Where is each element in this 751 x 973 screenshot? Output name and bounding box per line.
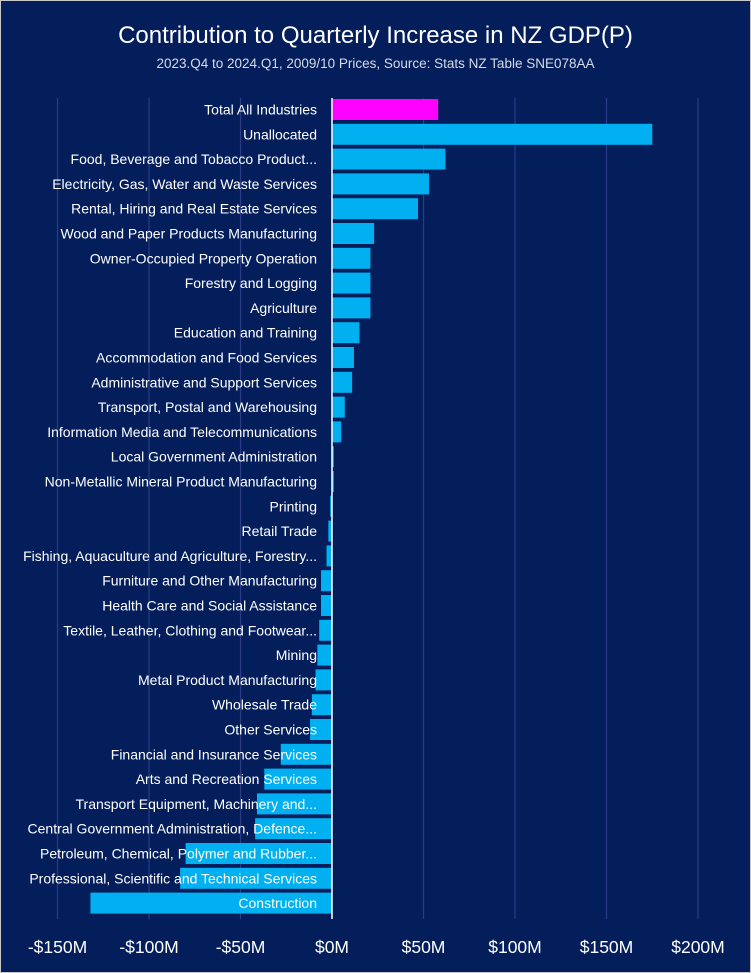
category-label: Agriculture	[250, 300, 317, 316]
category-label: Metal Product Manufacturing	[138, 672, 317, 688]
x-tick-label: $100M	[488, 937, 542, 957]
category-label: Mining	[276, 647, 317, 663]
bar	[255, 818, 332, 840]
bar	[256, 793, 332, 815]
category-label: Financial and Insurance Services	[111, 746, 317, 762]
x-tick-label: -$100M	[119, 937, 178, 957]
x-tick-label: $150M	[580, 937, 634, 957]
bar	[330, 495, 332, 517]
category-label: Transport, Postal and Warehousing	[98, 399, 317, 415]
bar	[332, 396, 345, 418]
bars	[90, 99, 653, 914]
bar	[180, 867, 332, 889]
category-label: Professional, Scientific and Technical S…	[29, 870, 317, 886]
category-label: Total All Industries	[204, 102, 317, 118]
bar	[185, 843, 332, 864]
x-tick-label: $200M	[671, 937, 725, 957]
category-label: Information Media and Telecommunications	[47, 424, 317, 440]
bar	[332, 247, 371, 269]
category-label: Transport Equipment, Machinery and...	[76, 796, 318, 812]
category-label: Owner-Occupied Property Operation	[90, 250, 317, 266]
bar	[280, 743, 332, 765]
x-tick-label: -$50M	[216, 937, 266, 957]
gridlines	[56, 98, 699, 919]
category-label: Fishing, Aquaculture and Agriculture, Fo…	[23, 548, 317, 564]
bar	[321, 570, 332, 592]
x-tick-label: -$150M	[28, 937, 87, 957]
category-label: Food, Beverage and Tobacco Product...	[71, 151, 317, 167]
category-label: Other Services	[224, 722, 317, 738]
category-label: Furniture and Other Manufacturing	[102, 573, 317, 589]
bar	[311, 694, 332, 716]
category-label: Wholesale Trade	[212, 697, 317, 713]
category-labels: Total All Industries Unallocated Food, Bev…	[23, 102, 317, 912]
bar	[332, 347, 354, 368]
category-label: Petroleum, Chemical, Polymer and Rubber.…	[40, 846, 317, 862]
bar	[332, 272, 371, 294]
x-axis: -$150M -$100M -$50M $0M $50M $100M $150M $200M	[28, 98, 725, 957]
category-label: Arts and Recreation Services	[136, 771, 317, 787]
category-label: Rental, Hiring and Real Estate Services	[71, 201, 317, 217]
bar	[310, 719, 332, 740]
chart-subtitle: 2023.Q4 to 2024.Q1, 2009/10 Prices, Sour…	[156, 56, 595, 71]
x-tick-label: $50M	[402, 937, 446, 957]
bar	[332, 297, 371, 319]
bar	[332, 223, 375, 244]
chart-title: Contribution to Quarterly Increase in NZ…	[118, 22, 633, 49]
category-label: Central Government Administration, Defen…	[28, 821, 317, 837]
category-label: Administrative and Support Services	[91, 374, 317, 390]
category-label: Textile, Leather, Clothing and Footwear.…	[63, 622, 317, 638]
category-label: Retail Trade	[242, 523, 318, 539]
bar	[321, 595, 332, 616]
category-label: Construction	[238, 895, 317, 911]
bar	[264, 768, 332, 790]
category-label: Non-Metallic Mineral Product Manufacturi…	[45, 474, 317, 490]
x-tick-label: $0M	[315, 937, 349, 957]
bar	[319, 619, 332, 641]
category-label: Local Government Administration	[111, 449, 317, 465]
bar	[332, 198, 419, 220]
bar	[332, 322, 360, 344]
bar	[332, 471, 334, 492]
bar	[90, 892, 332, 914]
category-label: Wood and Paper Products Manufacturing	[60, 226, 317, 242]
category-label: Health Care and Social Assistance	[102, 598, 317, 614]
category-label: Unallocated	[243, 126, 317, 142]
bar	[326, 545, 332, 567]
bar-total	[332, 99, 439, 120]
category-label: Electricity, Gas, Water and Waste Servic…	[52, 176, 317, 192]
bar	[328, 520, 332, 542]
bar	[332, 173, 429, 195]
bar	[332, 123, 653, 145]
bar	[332, 371, 353, 393]
bar	[315, 669, 332, 691]
category-label: Forestry and Logging	[185, 275, 317, 291]
bar	[332, 148, 446, 170]
category-label: Printing	[270, 498, 317, 514]
category-label: Accommodation and Food Services	[96, 350, 317, 366]
bar	[332, 421, 342, 443]
bar	[317, 644, 332, 666]
bar	[332, 446, 334, 468]
category-label: Education and Training	[174, 325, 317, 341]
